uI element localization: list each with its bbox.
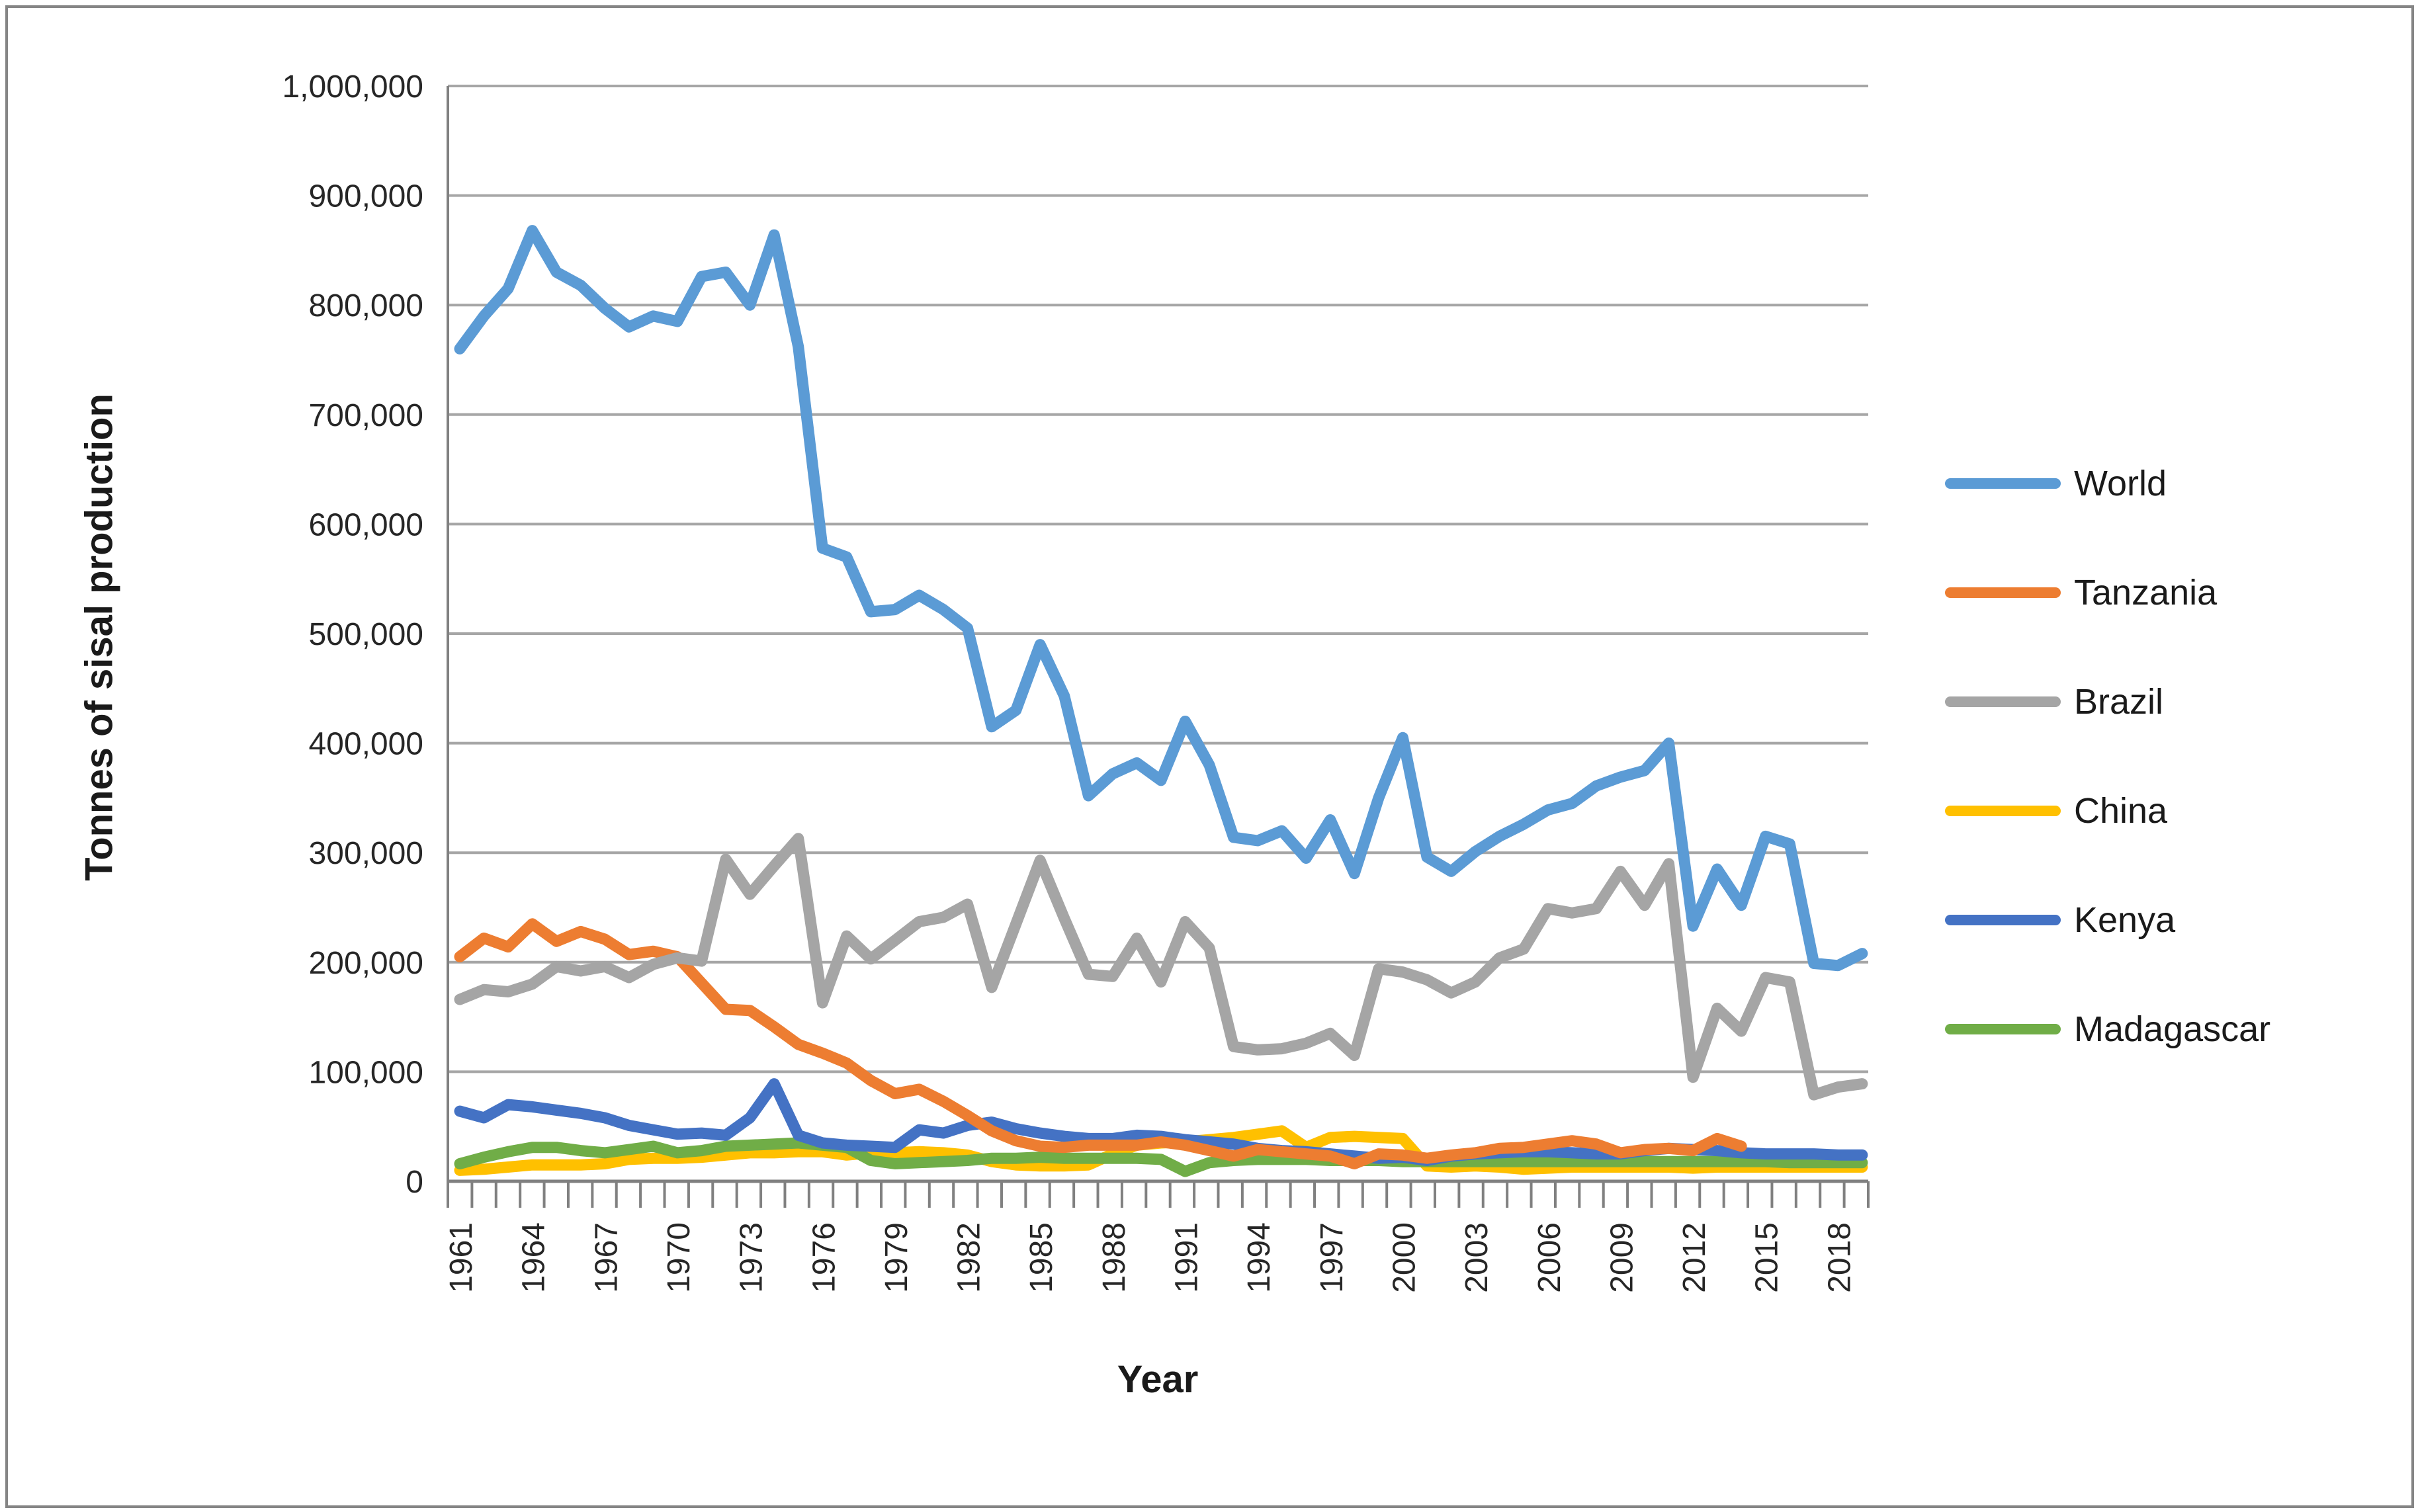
x-tick-label: 1964 <box>517 1222 552 1293</box>
legend-item-world: World <box>1945 463 2167 504</box>
x-tick-label: 2012 <box>1677 1222 1712 1293</box>
x-tick-label: 1961 <box>444 1222 479 1293</box>
x-tick-label: 1973 <box>734 1222 769 1293</box>
x-tick-label: 2009 <box>1604 1222 1639 1293</box>
legend-label: Brazil <box>2074 682 2164 722</box>
legend-label: China <box>2074 791 2168 831</box>
y-tick-label: 500,000 <box>308 617 423 652</box>
legend-item-madagascar: Madagascar <box>1945 1009 2270 1050</box>
y-tick-label: 1,000,000 <box>282 69 423 105</box>
x-tick-label: 1967 <box>589 1222 624 1293</box>
legend-label: Tanzania <box>2074 573 2218 612</box>
legend-swatch-brazil <box>1945 696 2061 707</box>
x-axis-title: Year <box>1117 1358 1199 1401</box>
y-tick-label: 0 <box>406 1165 423 1200</box>
y-tick-label: 200,000 <box>308 946 423 981</box>
x-tick-label: 1985 <box>1024 1222 1059 1293</box>
x-tick-label: 1997 <box>1315 1222 1350 1293</box>
legend-swatch-tanzania <box>1945 587 2061 598</box>
series-line-brazil <box>454 833 1868 1101</box>
y-axis-title: Tonnes of sisal production <box>77 394 121 881</box>
x-tick-label: 2015 <box>1750 1222 1785 1293</box>
x-tick-label: 2018 <box>1822 1222 1857 1293</box>
y-tick-label: 300,000 <box>308 836 423 871</box>
series-line-madagascar <box>454 1137 1868 1177</box>
y-tick-label: 800,000 <box>308 288 423 323</box>
legend-swatch-madagascar <box>1945 1024 2061 1034</box>
legend-swatch-kenya <box>1945 915 2061 925</box>
y-tick-label: 900,000 <box>308 179 423 214</box>
legend-label: World <box>2074 464 2167 503</box>
legend-label: Kenya <box>2074 900 2176 940</box>
x-tick-label: 1970 <box>662 1222 697 1293</box>
x-tick-label: 2003 <box>1459 1222 1494 1293</box>
y-tick-label: 700,000 <box>308 398 423 433</box>
figure-border <box>5 5 2414 1508</box>
series-line-world <box>454 225 1868 972</box>
x-tick-label: 1982 <box>952 1222 987 1293</box>
legend-item-brazil: Brazil <box>1945 681 2163 722</box>
x-tick-label: 1988 <box>1097 1222 1132 1293</box>
y-tick-label: 100,000 <box>308 1055 423 1090</box>
legend-swatch-china <box>1945 806 2061 816</box>
legend-item-china: China <box>1945 790 2167 831</box>
legend-item-tanzania: Tanzania <box>1945 572 2217 613</box>
x-tick-label: 1994 <box>1242 1222 1277 1293</box>
legend-label: Madagascar <box>2074 1009 2271 1049</box>
y-tick-label: 600,000 <box>308 507 423 542</box>
y-tick-label: 400,000 <box>308 727 423 762</box>
x-tick-label: 1979 <box>879 1222 914 1293</box>
legend-swatch-world <box>1945 478 2061 489</box>
x-tick-label: 1991 <box>1170 1222 1205 1293</box>
x-tick-label: 1976 <box>806 1222 842 1293</box>
x-tick-label: 2006 <box>1532 1222 1567 1293</box>
x-tick-label: 2000 <box>1387 1222 1422 1293</box>
legend-item-kenya: Kenya <box>1945 900 2175 941</box>
